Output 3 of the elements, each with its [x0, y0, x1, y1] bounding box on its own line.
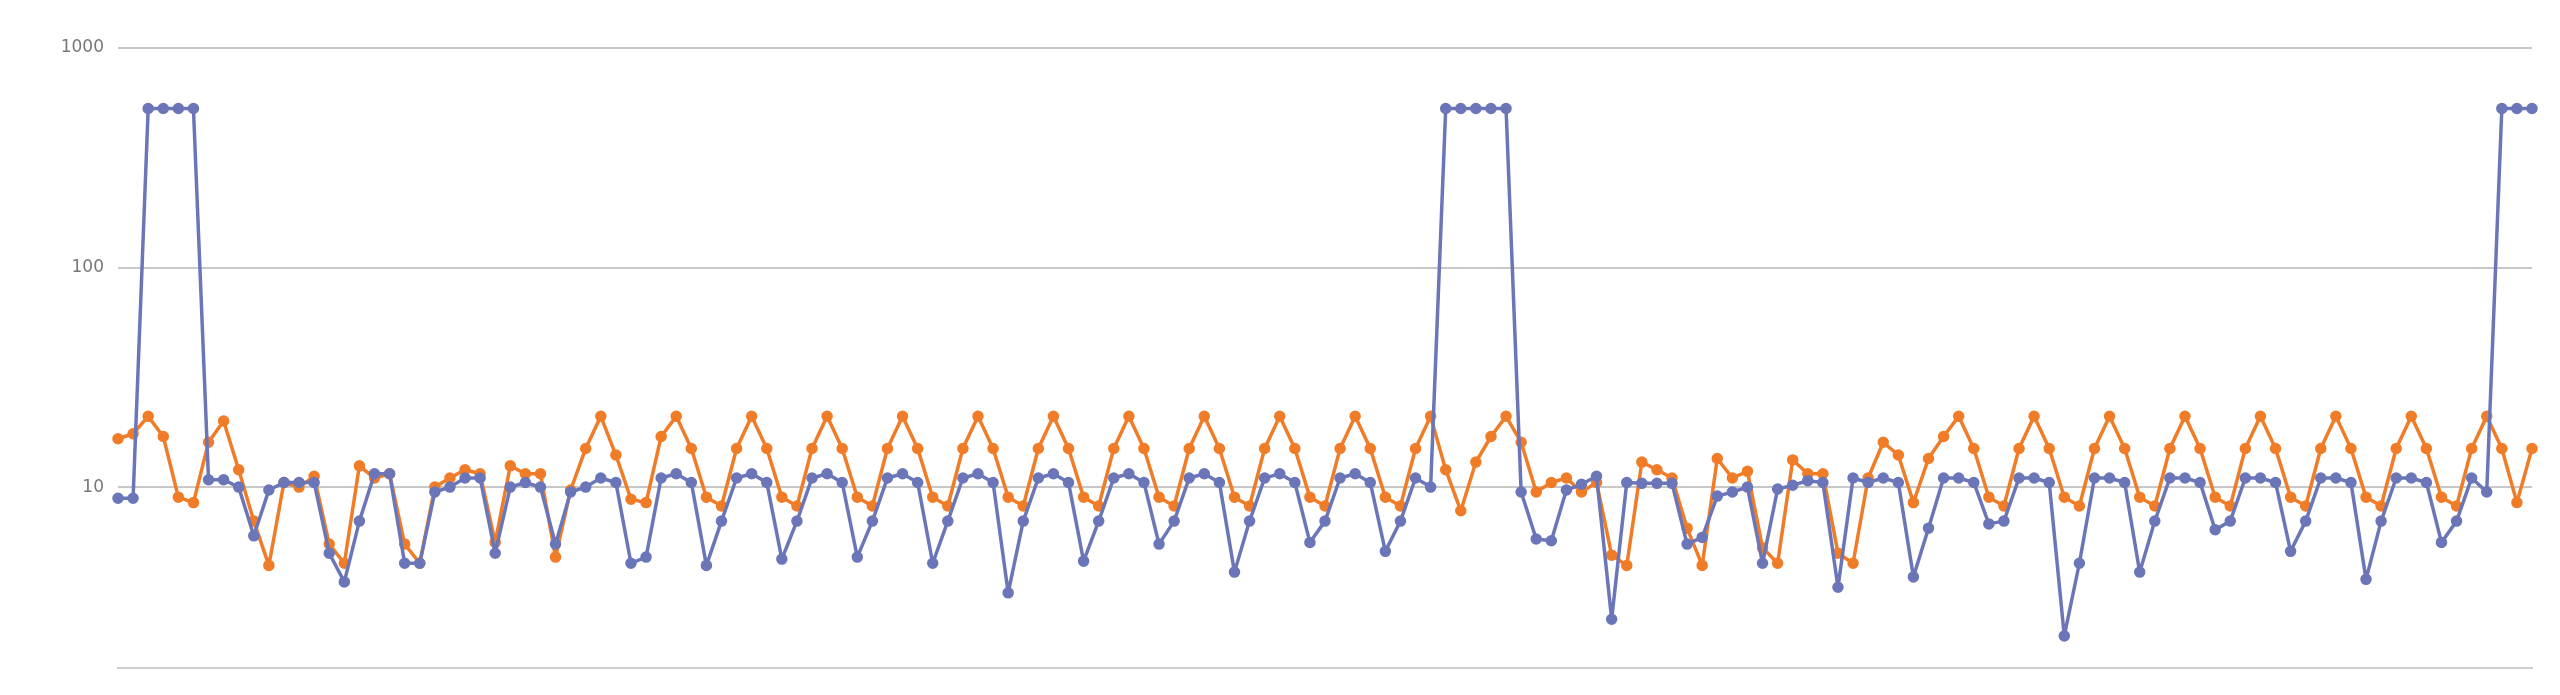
y-tick-label: 10	[82, 475, 104, 496]
y-tick-label: 1000	[60, 36, 104, 57]
y-tick-label: 100	[71, 255, 104, 276]
